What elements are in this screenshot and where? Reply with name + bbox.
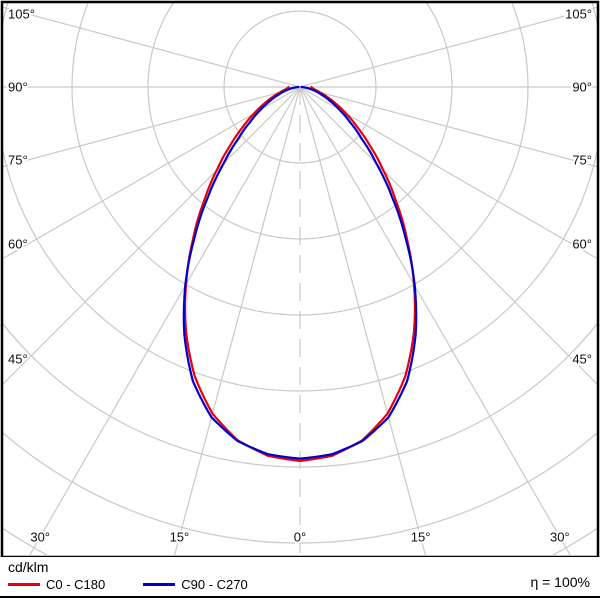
angle-tick-label: 60° — [8, 237, 28, 252]
grid-radial-line — [3, 86, 301, 168]
series-c0-label: C0 - C180 — [46, 577, 106, 592]
grid-ring — [3, 3, 597, 392]
grid-radial-line — [3, 86, 301, 260]
grid-radial-line — [299, 86, 597, 260]
angle-tick-label: 90° — [572, 80, 592, 95]
angle-tick-label: 15° — [411, 530, 431, 545]
plot-border — [0, 0, 600, 559]
angle-tick-label: 60° — [572, 237, 592, 252]
grid-radial-line — [3, 86, 301, 385]
angle-tick-label: 15° — [170, 530, 190, 545]
units-label: cd/klm — [8, 559, 49, 575]
angle-tick-label: 90° — [8, 80, 28, 95]
grid-radial-line — [299, 6, 597, 88]
legend: cd/klm C0 - C180 C90 - C270 η = 100% — [0, 557, 600, 600]
angle-tick-label: 75° — [8, 152, 28, 167]
angle-tick-label: 30° — [550, 530, 570, 545]
legend-item-c0: C0 - C180 — [8, 577, 105, 592]
series-c90-swatch — [143, 583, 176, 586]
series-curve-c0-c180 — [184, 85, 416, 462]
angle-tick-label: 45° — [8, 352, 28, 367]
angle-tick-label: 105° — [8, 7, 35, 22]
angle-tick-label: 45° — [572, 352, 592, 367]
efficiency-label: η = 100% — [530, 574, 590, 590]
angle-tick-label: 75° — [572, 152, 592, 167]
series-c0-swatch — [8, 583, 40, 586]
grid-radial-line — [299, 86, 597, 385]
grid-radial-line — [299, 86, 597, 168]
grid-radial-line — [3, 6, 301, 88]
series-curve-c90-c270 — [182, 85, 418, 460]
angle-labels: 105° 105° 90° 90° 75° 75° 60° 60° 45° 45° 30° 15° 0°… — [6, 5, 594, 547]
angle-tick-label: 105° — [565, 7, 592, 22]
series-c90-label: C90 - C270 — [181, 577, 248, 592]
legend-row: C0 - C180 C90 - C270 — [8, 577, 286, 592]
angle-tick-label: 0° — [294, 530, 306, 545]
legend-bottom-rule — [0, 596, 600, 598]
curves-layer — [182, 85, 418, 462]
grid-radial-line — [299, 86, 427, 555]
grid-radial-line — [299, 86, 571, 555]
legend-item-c90: C90 - C270 — [143, 577, 248, 592]
grid-radial-line — [173, 86, 301, 555]
angle-tick-label: 30° — [30, 530, 50, 545]
grid-radial-line — [29, 86, 301, 555]
